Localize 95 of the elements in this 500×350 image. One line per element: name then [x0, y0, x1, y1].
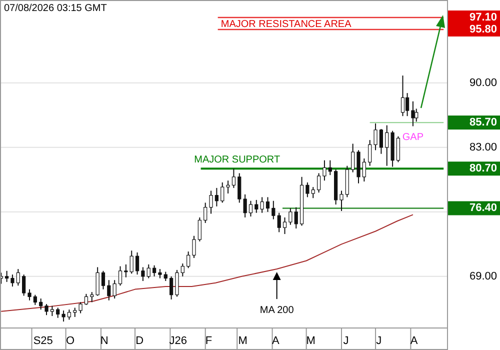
y-tick-label: 85.70 — [469, 116, 497, 129]
x-tick-label: J — [343, 335, 349, 347]
line-series — [0, 214, 414, 312]
candlestick — [170, 276, 174, 300]
annotation: MAJOR RESISTANCE AREA — [220, 19, 352, 30]
y-tick-label: 69.00 — [469, 270, 497, 282]
candlestick — [414, 108, 418, 122]
candlestick — [141, 266, 145, 282]
candlestick — [209, 190, 213, 214]
candlestick — [340, 190, 344, 212]
candlestick — [152, 264, 156, 277]
candlestick — [130, 250, 134, 274]
y-tick-label: 80.70 — [469, 162, 497, 175]
candlestick — [67, 309, 72, 320]
candlestick — [311, 186, 315, 199]
x-tick-label: A — [410, 335, 418, 347]
candlestick — [243, 194, 247, 218]
candlestick — [135, 252, 140, 276]
candlestick — [411, 100, 415, 127]
annotation: GAP — [402, 132, 424, 144]
candlestick — [272, 200, 276, 220]
candlestick — [192, 235, 196, 258]
x-tick-label: J26 — [169, 335, 187, 347]
candlestick — [379, 128, 383, 154]
candlestick — [405, 92, 410, 117]
candlestick — [28, 288, 32, 301]
y-tick-label: 90.00 — [469, 76, 497, 89]
candlestick — [84, 293, 88, 306]
x-tick-label: M — [306, 335, 316, 347]
candlestick — [254, 199, 258, 214]
candlestick — [248, 200, 253, 218]
candlestick — [232, 168, 236, 188]
candlestick — [266, 196, 270, 212]
annotation: MAJOR SUPPORT — [194, 154, 280, 166]
candlestick — [214, 187, 218, 207]
x-tick-label: A — [272, 335, 280, 347]
candlestick — [294, 206, 298, 229]
y-tick-label: 83.00 — [469, 141, 497, 154]
x-tick-label: D — [136, 335, 144, 347]
candlestick — [328, 160, 332, 176]
x-tick-label: O — [66, 335, 76, 347]
candlestick — [56, 307, 60, 318]
candlestick — [50, 305, 54, 317]
candlestick — [186, 251, 190, 269]
candlestick — [204, 202, 208, 224]
candlestick — [198, 216, 202, 242]
candlestick — [78, 302, 82, 314]
candlestick — [158, 268, 162, 279]
candlestick — [238, 172, 242, 204]
candlestick — [288, 208, 292, 226]
candlestick — [73, 307, 77, 318]
candlestick — [146, 264, 150, 279]
candlestick — [124, 264, 128, 278]
y-tick-label: 76.40 — [469, 202, 497, 214]
candlestick — [277, 212, 281, 233]
candlestick — [220, 182, 224, 204]
candlestick — [16, 268, 20, 286]
candlestick — [180, 263, 184, 277]
candlestick — [226, 180, 230, 194]
chart-title: 07/08/2026 03:15 GMT — [4, 3, 107, 14]
candlestick — [96, 266, 100, 296]
candlestick — [22, 274, 26, 296]
y-tick-label: 95.80 — [469, 23, 497, 36]
candlestick — [107, 280, 111, 301]
candlestick — [396, 136, 400, 163]
candlestick — [112, 280, 116, 300]
candlestick — [400, 75, 405, 117]
candlestick — [260, 196, 264, 214]
candlestick — [62, 310, 66, 322]
candlestick — [317, 172, 321, 194]
x-tick-label: F — [205, 335, 212, 347]
candlestick — [362, 158, 366, 182]
x-tick-label: J — [376, 335, 382, 347]
candlestick — [39, 298, 43, 310]
candlestick — [175, 269, 179, 298]
candlestick — [306, 182, 310, 198]
x-tick-label: S25 — [33, 335, 53, 347]
candlestick — [101, 270, 106, 290]
candlestick — [33, 294, 37, 306]
candlestick — [10, 274, 14, 288]
x-tick-label: M — [238, 335, 248, 347]
candlestick — [164, 271, 168, 282]
candlestick — [374, 122, 378, 151]
candlestick — [368, 140, 372, 166]
candlestick — [44, 304, 48, 316]
candlestick — [118, 266, 122, 286]
candlestick — [282, 216, 287, 235]
candlestick — [322, 160, 326, 182]
x-tick-label: N — [100, 335, 108, 347]
candlestick — [385, 124, 389, 166]
candlestick — [351, 143, 355, 173]
candlestick — [5, 270, 9, 282]
y-tick-label: 97.10 — [469, 12, 497, 24]
candlestick — [90, 292, 94, 303]
text: MA 200 — [260, 305, 294, 316]
